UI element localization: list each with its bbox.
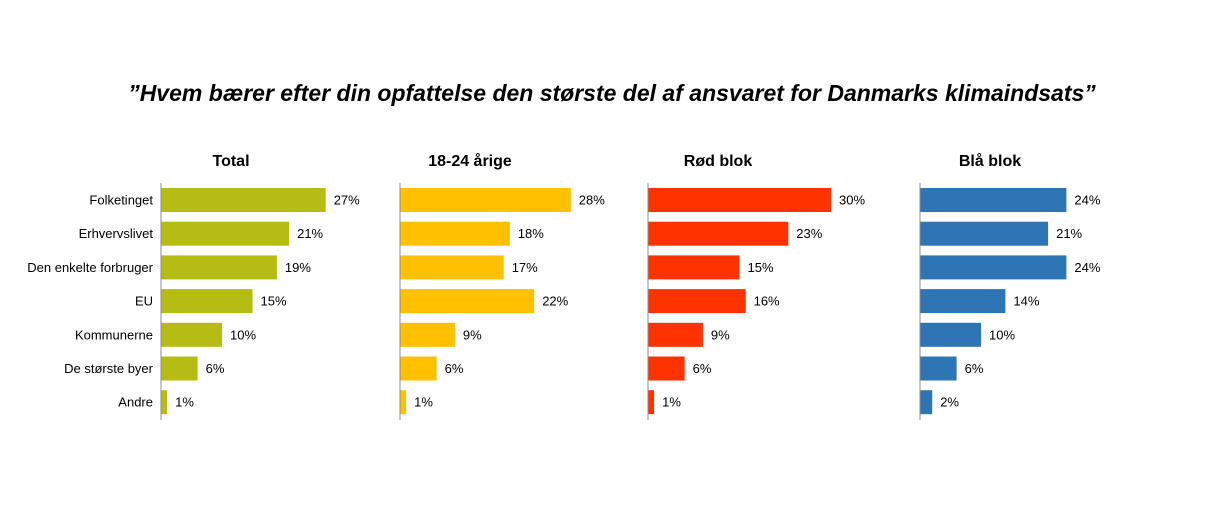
bar-18-24-arige-kommunerne bbox=[400, 322, 455, 347]
category-label-erhvervslivet: Erhvervslivet bbox=[79, 226, 154, 241]
panel-18-24-arige: 18-24 årige 28% 18% 17% 22% 9% 6% 1% bbox=[399, 152, 605, 420]
value-label-bla-blok-den-enkelte-forbruger: 24% bbox=[1074, 260, 1100, 275]
panel-title-18-24-arige: 18-24 årige bbox=[428, 152, 512, 170]
bar-total-kommunerne bbox=[161, 322, 222, 347]
bar-r-d-blok-kommunerne bbox=[648, 322, 703, 347]
value-label-total-de-st-rste-byer: 6% bbox=[206, 361, 225, 376]
bar-r-d-blok-folketinget bbox=[648, 188, 831, 212]
panel-bla-blok: Blå blok 24% 21% 24% 14% 10% 6% 2% bbox=[919, 152, 1101, 420]
value-label-total-erhvervslivet: 21% bbox=[297, 226, 323, 241]
value-label-18-24-arige-andre: 1% bbox=[414, 395, 433, 410]
bar-r-d-blok-eu bbox=[648, 289, 746, 314]
bar-18-24-arige-den-enkelte-forbruger bbox=[400, 255, 504, 280]
value-label-r-d-blok-erhvervslivet: 23% bbox=[796, 226, 822, 241]
bar-bla-blok-kommunerne bbox=[920, 322, 981, 347]
category-labels: Folketinget Erhvervslivet Den enkelte forb… bbox=[27, 193, 153, 410]
value-label-bla-blok-andre: 2% bbox=[940, 395, 959, 410]
value-label-18-24-arige-kommunerne: 9% bbox=[463, 327, 482, 342]
bar-r-d-blok-erhvervslivet bbox=[648, 221, 789, 246]
value-label-18-24-arige-den-enkelte-forbruger: 17% bbox=[512, 260, 538, 275]
value-label-r-d-blok-folketinget: 30% bbox=[839, 193, 865, 208]
bar-r-d-blok-den-enkelte-forbruger bbox=[648, 255, 740, 280]
value-label-bla-blok-erhvervslivet: 21% bbox=[1056, 226, 1082, 241]
value-label-total-andre: 1% bbox=[175, 395, 194, 410]
category-label-folketinget: Folketinget bbox=[89, 193, 153, 208]
category-label-andre: Andre bbox=[118, 395, 153, 410]
bar-total-erhvervslivet bbox=[161, 221, 290, 246]
bar-bla-blok-de-st-rste-byer bbox=[920, 356, 957, 381]
category-label-de-st-rste-byer: De største byer bbox=[64, 361, 154, 376]
bar-18-24-arige-de-st-rste-byer bbox=[400, 356, 437, 381]
value-label-total-folketinget: 27% bbox=[334, 193, 360, 208]
bar-bla-blok-eu bbox=[920, 289, 1006, 314]
value-label-total-kommunerne: 10% bbox=[230, 327, 256, 342]
bar-bla-blok-folketinget bbox=[920, 188, 1067, 212]
bar-r-d-blok-andre bbox=[648, 390, 655, 415]
panel-total: Total 27% 21% 19% 15% 10% 6% 1% bbox=[160, 153, 360, 420]
value-label-r-d-blok-andre: 1% bbox=[662, 395, 681, 410]
value-label-bla-blok-de-st-rste-byer: 6% bbox=[965, 361, 984, 376]
bar-bla-blok-den-enkelte-forbruger bbox=[920, 255, 1067, 280]
panel-r-d-blok: Rød blok 30% 23% 15% 16% 9% 6% 1% bbox=[647, 153, 865, 420]
bar-total-folketinget bbox=[161, 188, 326, 212]
value-label-bla-blok-eu: 14% bbox=[1013, 294, 1039, 309]
value-label-18-24-arige-eu: 22% bbox=[542, 294, 568, 309]
bar-total-andre bbox=[161, 390, 168, 415]
panel-title-bla-blok: Blå blok bbox=[959, 152, 1021, 170]
value-label-r-d-blok-kommunerne: 9% bbox=[711, 327, 730, 342]
value-label-total-den-enkelte-forbruger: 19% bbox=[285, 260, 311, 275]
category-label-kommunerne: Kommunerne bbox=[75, 327, 153, 342]
bar-bla-blok-andre bbox=[920, 390, 933, 415]
value-label-total-eu: 15% bbox=[261, 294, 287, 309]
value-label-18-24-arige-de-st-rste-byer: 6% bbox=[445, 361, 464, 376]
value-label-r-d-blok-eu: 16% bbox=[754, 294, 780, 309]
value-label-bla-blok-folketinget: 24% bbox=[1074, 193, 1100, 208]
value-label-18-24-arige-folketinget: 28% bbox=[579, 193, 605, 208]
value-label-r-d-blok-den-enkelte-forbruger: 15% bbox=[748, 260, 774, 275]
bar-18-24-arige-folketinget bbox=[400, 188, 571, 212]
bar-18-24-arige-andre bbox=[400, 390, 407, 415]
category-label-den-enkelte-forbruger: Den enkelte forbruger bbox=[27, 260, 153, 275]
bar-r-d-blok-de-st-rste-byer bbox=[648, 356, 685, 381]
bar-total-den-enkelte-forbruger bbox=[161, 255, 277, 280]
value-label-r-d-blok-de-st-rste-byer: 6% bbox=[693, 361, 712, 376]
bar-bla-blok-erhvervslivet bbox=[920, 221, 1049, 246]
value-label-bla-blok-kommunerne: 10% bbox=[989, 327, 1015, 342]
value-label-18-24-arige-erhvervslivet: 18% bbox=[518, 226, 544, 241]
bar-total-eu bbox=[161, 289, 253, 314]
panel-title-r-d-blok: Rød blok bbox=[684, 153, 753, 170]
bar-total-de-st-rste-byer bbox=[161, 356, 198, 381]
category-label-eu: EU bbox=[135, 294, 153, 309]
bar-18-24-arige-erhvervslivet bbox=[400, 221, 510, 246]
bar-18-24-arige-eu bbox=[400, 289, 535, 314]
panel-title-total: Total bbox=[212, 153, 249, 170]
chart-title: ”Hvem bærer efter din opfattelse den stø… bbox=[128, 80, 1096, 106]
